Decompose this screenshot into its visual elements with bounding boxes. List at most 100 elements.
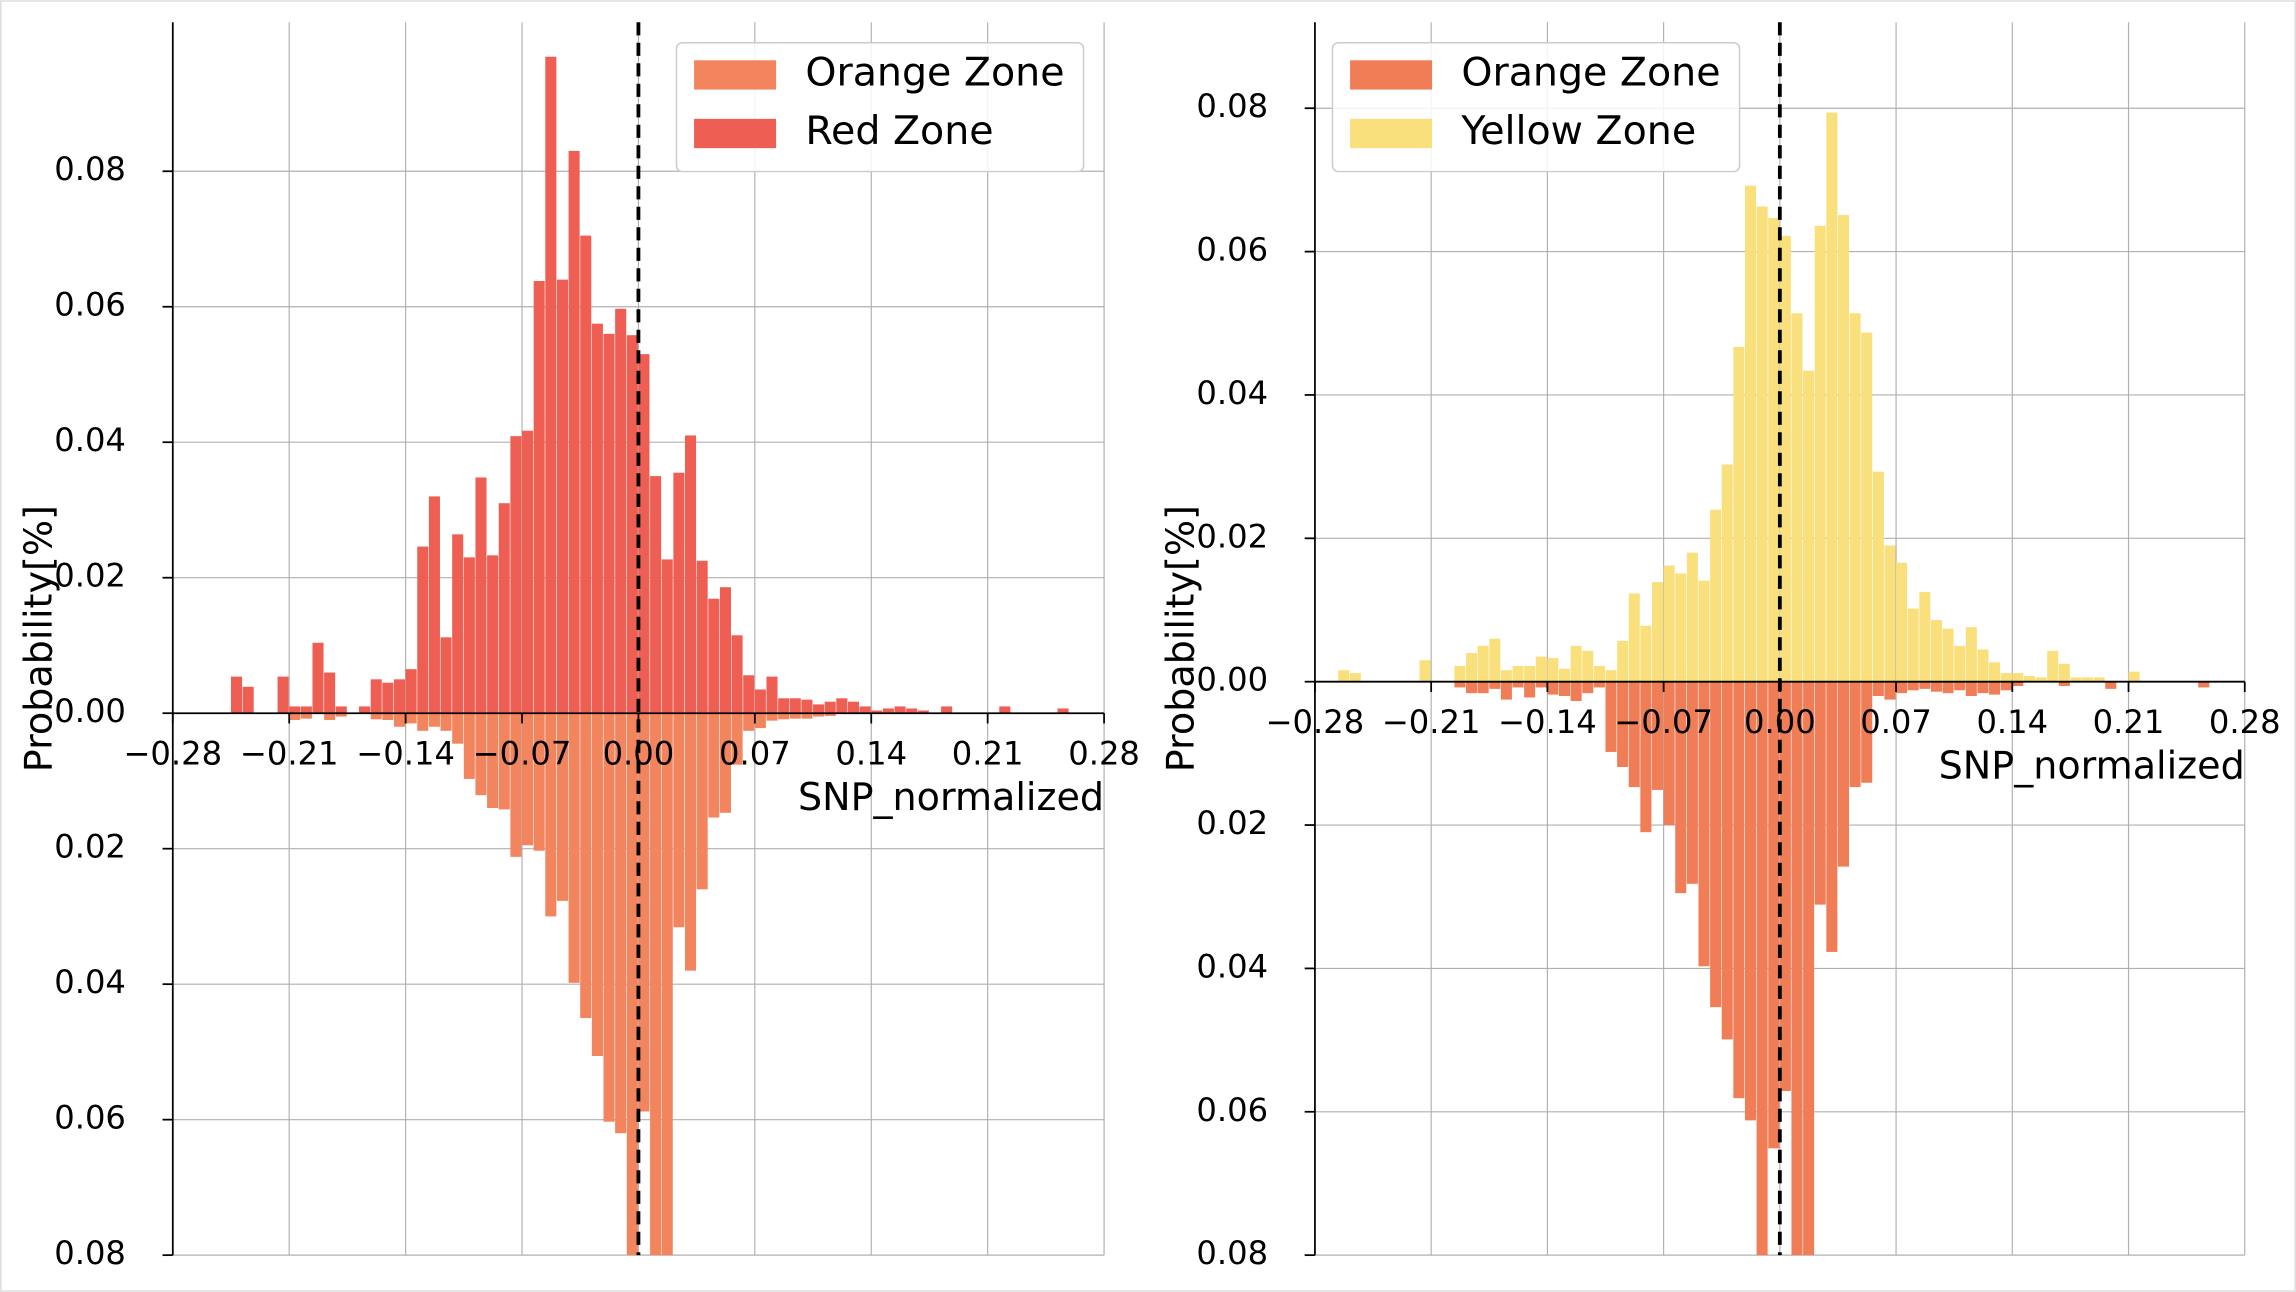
x-tick-label: −0.14 (356, 735, 455, 773)
bar (370, 713, 382, 720)
bar (824, 713, 836, 716)
bar (1861, 332, 1873, 682)
bar (847, 701, 860, 714)
bar (556, 713, 568, 901)
bar (1547, 658, 1559, 682)
bar (1651, 681, 1664, 790)
bar (1919, 592, 1931, 682)
x-tick-label: 0.14 (835, 735, 907, 773)
bar (510, 713, 522, 857)
legend-label: Orange Zone (805, 49, 1064, 95)
bar (242, 686, 254, 714)
bar (463, 557, 475, 714)
bar (417, 713, 429, 731)
bar (1896, 562, 1908, 682)
bar (1675, 681, 1687, 894)
bars (230, 56, 1069, 1256)
bar (1512, 665, 1524, 682)
bar (1744, 185, 1757, 682)
bar (917, 710, 929, 714)
bar (615, 713, 627, 1134)
x-tick-label: 0.07 (1860, 703, 1932, 741)
legend-swatch (1350, 118, 1433, 149)
bar (1803, 681, 1815, 1256)
x-tick-label: −0.28 (1266, 703, 1365, 741)
y-tick-label: 0.04 (54, 963, 126, 1001)
legend-swatch (694, 60, 777, 90)
bar (766, 676, 778, 714)
bar (1489, 638, 1501, 682)
bar (1466, 681, 1478, 694)
bar (510, 436, 522, 714)
bar (1884, 681, 1896, 700)
bar (1721, 464, 1733, 682)
bar (393, 713, 406, 727)
bar (417, 546, 429, 714)
bar (324, 713, 336, 720)
bar (1477, 645, 1489, 682)
bar (1454, 665, 1466, 682)
legend-label: Yellow Zone (1460, 108, 1696, 154)
y-tick-label: 0.04 (1196, 947, 1268, 985)
bar (475, 713, 487, 796)
bar (428, 713, 440, 727)
bar (1837, 681, 1849, 867)
bar (2128, 671, 2140, 682)
bar (1489, 681, 1501, 689)
bar (2058, 663, 2070, 682)
bar (1756, 681, 1768, 1256)
bar (696, 713, 708, 890)
bar (1826, 681, 1838, 952)
bar (487, 713, 499, 809)
bar (1779, 681, 1791, 1091)
bar (2105, 681, 2117, 689)
bar (882, 708, 894, 714)
legend-box (1331, 41, 1741, 173)
bar (1907, 608, 1919, 682)
bar (452, 534, 464, 714)
bar (2012, 673, 2024, 682)
bar (1768, 217, 1780, 682)
bar (556, 279, 568, 714)
bar (1954, 645, 1966, 682)
bar (1651, 582, 1664, 682)
bar (708, 713, 720, 818)
bar (277, 676, 289, 714)
bar (545, 713, 557, 917)
legend-label: Red Zone (805, 108, 993, 154)
bar (638, 713, 650, 1112)
bar (1756, 206, 1768, 682)
y-tick-label: 0.08 (1196, 87, 1268, 125)
bar (335, 706, 347, 714)
x-tick-label: 0.28 (2209, 703, 2281, 741)
bar (789, 713, 801, 719)
bar (1896, 681, 1908, 694)
x-tick-label: 0.07 (719, 735, 791, 773)
bar (1803, 370, 1815, 682)
bar (1977, 649, 1989, 682)
x-tick-label: 0.14 (1976, 703, 2048, 741)
bar (591, 713, 603, 1056)
x-axis-title: SNP_normalized (1939, 744, 2245, 788)
bar (1605, 681, 1617, 752)
bar (650, 476, 662, 714)
bar (1535, 656, 1547, 682)
bar (801, 713, 813, 719)
bar (1500, 670, 1512, 682)
bar (300, 713, 312, 719)
bar (428, 496, 440, 714)
bar (522, 430, 534, 714)
bar (1989, 681, 2001, 695)
bar (568, 150, 580, 714)
bar (684, 713, 697, 971)
bar (778, 698, 790, 714)
bar (522, 713, 534, 846)
y-tick-label: 0.06 (1196, 231, 1268, 269)
bar (2047, 650, 2059, 682)
y-tick-label: 0.00 (54, 692, 126, 730)
bar (475, 477, 487, 714)
x-tick-label: −0.07 (1614, 703, 1713, 741)
bar (289, 713, 301, 720)
